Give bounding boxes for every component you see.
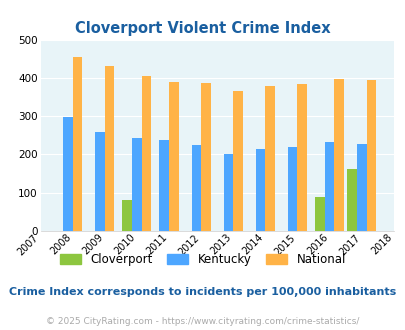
Bar (200, 83, 210, 231)
Bar (255, 149, 265, 231)
Bar (314, 197, 324, 231)
Bar (95, 132, 104, 231)
Bar (233, 91, 242, 231)
Bar (287, 147, 297, 231)
Bar (366, 80, 375, 231)
Text: Crime Index corresponds to incidents per 100,000 inhabitants: Crime Index corresponds to incidents per… (9, 287, 396, 297)
Bar (122, 200, 132, 231)
Text: Cloverport Violent Crime Index: Cloverport Violent Crime Index (75, 21, 330, 36)
Bar (265, 86, 274, 231)
Bar (168, 82, 178, 231)
Bar (356, 144, 366, 231)
Bar (72, 57, 82, 231)
Bar (223, 154, 233, 231)
Bar (297, 84, 306, 231)
Legend: Cloverport, Kentucky, National: Cloverport, Kentucky, National (55, 248, 350, 271)
Bar (324, 142, 334, 231)
Bar (346, 169, 356, 231)
Bar (334, 79, 343, 231)
Bar (132, 138, 141, 231)
Bar (191, 145, 200, 231)
Text: © 2025 CityRating.com - https://www.cityrating.com/crime-statistics/: © 2025 CityRating.com - https://www.city… (46, 317, 359, 326)
Bar (141, 76, 151, 231)
Bar (104, 66, 114, 231)
Bar (63, 117, 72, 231)
Bar (159, 140, 168, 231)
